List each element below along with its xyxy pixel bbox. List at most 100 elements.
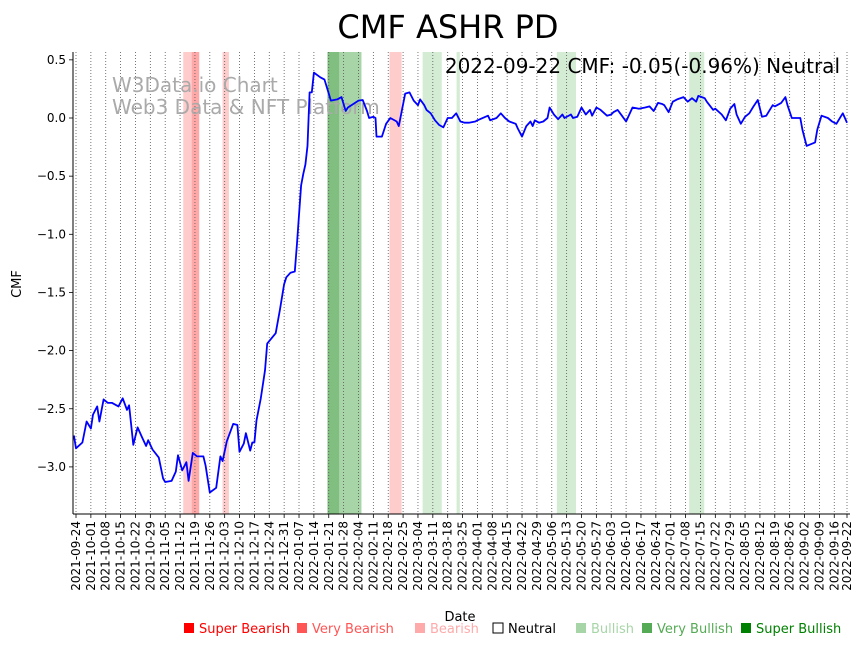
legend: Super Bearish Very Bearish Bearish Neutral B… bbox=[184, 622, 841, 637]
watermark-line-1: W3Data.io Chart bbox=[112, 73, 278, 97]
y-tick-label: −0.5 bbox=[37, 169, 66, 183]
x-tick-label: 2022-03-18 bbox=[441, 521, 455, 591]
x-tick-label: 2022-01-07 bbox=[292, 521, 306, 591]
x-tick-label: 2022-06-03 bbox=[604, 521, 618, 591]
legend-swatch bbox=[415, 623, 425, 633]
x-axis-label: Date bbox=[444, 610, 475, 625]
legend-item-bearish: Bearish bbox=[415, 622, 479, 637]
x-tick-label: 2022-02-25 bbox=[396, 521, 410, 591]
x-tick-label: 2022-04-15 bbox=[500, 521, 514, 591]
x-tick-label: 2022-08-12 bbox=[753, 521, 767, 591]
x-tick-label: 2021-11-26 bbox=[203, 521, 217, 591]
legend-swatch bbox=[642, 623, 652, 633]
x-tick-label: 2021-12-10 bbox=[233, 521, 247, 591]
x-tick-label: 2021-12-03 bbox=[218, 521, 232, 591]
y-tick-label: −2.0 bbox=[37, 344, 66, 358]
chart-title: CMF ASHR PD bbox=[337, 8, 558, 46]
x-tick-label: 2022-04-08 bbox=[485, 521, 499, 591]
legend-item-super-bullish: Super Bullish bbox=[741, 622, 841, 637]
legend-swatch bbox=[741, 623, 751, 633]
x-tick-label: 2021-09-24 bbox=[69, 521, 83, 591]
x-tick-label: 2022-07-15 bbox=[693, 521, 707, 591]
x-tick-label: 2021-12-17 bbox=[247, 521, 261, 591]
x-tick-label: 2022-02-18 bbox=[381, 521, 395, 591]
x-tick-label: 2021-11-19 bbox=[188, 521, 202, 591]
y-tick-label: −2.5 bbox=[37, 402, 66, 416]
x-tick-label: 2021-12-24 bbox=[262, 521, 276, 591]
band-bearish bbox=[389, 52, 402, 514]
x-tick-label: 2022-05-27 bbox=[589, 521, 603, 591]
x-tick-label: 2021-10-15 bbox=[114, 521, 128, 591]
legend-swatch bbox=[492, 622, 504, 634]
series-line-cmf bbox=[73, 71, 848, 494]
legend-label: Bullish bbox=[591, 622, 634, 637]
axes: 2021-09-24 2021-10-01 2021-10-08 2021-10-15… bbox=[37, 52, 854, 591]
x-tick-label: 2022-08-26 bbox=[783, 521, 797, 591]
legend-item-very-bullish: Very Bullish bbox=[642, 622, 733, 637]
x-tick-label: 2022-03-04 bbox=[411, 521, 425, 591]
y-tick-label: 0.5 bbox=[47, 53, 66, 67]
x-tick-label: 2021-12-31 bbox=[277, 521, 291, 591]
y-tick-label: −3.0 bbox=[37, 460, 66, 474]
band-bullish bbox=[689, 52, 705, 514]
x-tick-label: 2022-04-22 bbox=[515, 521, 529, 591]
x-tick-label: 2022-01-14 bbox=[307, 521, 321, 591]
band-bearish bbox=[222, 52, 229, 514]
legend-label: Very Bullish bbox=[657, 622, 733, 637]
x-tick-label: 2022-02-04 bbox=[351, 521, 365, 591]
x-tick-label: 2022-01-28 bbox=[337, 521, 351, 591]
legend-label: Super Bearish bbox=[199, 622, 290, 637]
series-layer bbox=[73, 71, 848, 494]
x-tick-label: 2022-06-24 bbox=[649, 521, 663, 591]
x-tick-label: 2021-11-05 bbox=[158, 521, 172, 591]
x-tick-label: 2021-10-22 bbox=[128, 521, 142, 591]
x-tick-label: 2022-07-08 bbox=[679, 521, 693, 591]
x-tick-label: 2022-05-06 bbox=[545, 521, 559, 591]
x-tick-label: 2022-07-01 bbox=[664, 521, 678, 591]
legend-swatch bbox=[184, 623, 194, 633]
y-tick-label: −1.0 bbox=[37, 227, 66, 241]
legend-item-bullish: Bullish bbox=[576, 622, 634, 637]
x-tick-label: 2022-07-29 bbox=[723, 521, 737, 591]
x-tick-label: 2021-10-29 bbox=[143, 521, 157, 591]
x-tick-label: 2022-09-16 bbox=[827, 521, 841, 591]
latest-value-annotation: 2022-09-22 CMF: -0.05(-0.96%) Neutral bbox=[445, 54, 840, 78]
legend-item-neutral: Neutral bbox=[492, 622, 556, 637]
x-tick-label: 2022-05-13 bbox=[560, 521, 574, 591]
legend-swatch bbox=[576, 623, 586, 633]
x-tick-label: 2022-05-20 bbox=[575, 521, 589, 591]
x-tick-label: 2022-08-05 bbox=[738, 521, 752, 591]
x-tick-label: 2022-03-11 bbox=[426, 521, 440, 591]
x-tick-label: 2022-04-01 bbox=[470, 521, 484, 591]
x-tick-label: 2022-09-02 bbox=[798, 521, 812, 591]
legend-label: Very Bearish bbox=[312, 622, 394, 637]
x-tick-label: 2022-06-17 bbox=[634, 521, 648, 591]
legend-item-super-bearish: Super Bearish bbox=[184, 622, 290, 637]
y-tick-label: −1.5 bbox=[37, 285, 66, 299]
legend-swatch bbox=[297, 623, 307, 633]
x-tick-label: 2022-03-25 bbox=[456, 521, 470, 591]
y-tick-label: 0.0 bbox=[47, 111, 66, 125]
band-very-bullish bbox=[327, 52, 340, 514]
band-very-bearish bbox=[191, 52, 200, 514]
legend-item-very-bearish: Very Bearish bbox=[297, 622, 394, 637]
x-tick-label: 2022-07-22 bbox=[708, 521, 722, 591]
grid-lines bbox=[75, 52, 848, 514]
band-bullish bbox=[456, 52, 460, 514]
x-tick-label: 2021-10-08 bbox=[99, 521, 113, 591]
band-bullish bbox=[339, 52, 362, 514]
legend-label: Super Bullish bbox=[756, 622, 841, 637]
x-tick-label: 2022-02-11 bbox=[366, 521, 380, 591]
x-tick-label: 2021-11-12 bbox=[173, 521, 187, 591]
x-tick-label: 2022-09-22 bbox=[840, 521, 854, 591]
band-bullish bbox=[422, 52, 442, 514]
y-axis-label: CMF bbox=[10, 270, 25, 298]
signal-bands bbox=[183, 52, 705, 514]
x-tick-label: 2022-06-10 bbox=[619, 521, 633, 591]
x-tick-label: 2022-08-19 bbox=[768, 521, 782, 591]
x-tick-label: 2022-01-21 bbox=[322, 521, 336, 591]
legend-label: Bearish bbox=[430, 622, 479, 637]
x-tick-label: 2022-09-09 bbox=[812, 521, 826, 591]
x-tick-label: 2021-10-01 bbox=[84, 521, 98, 591]
